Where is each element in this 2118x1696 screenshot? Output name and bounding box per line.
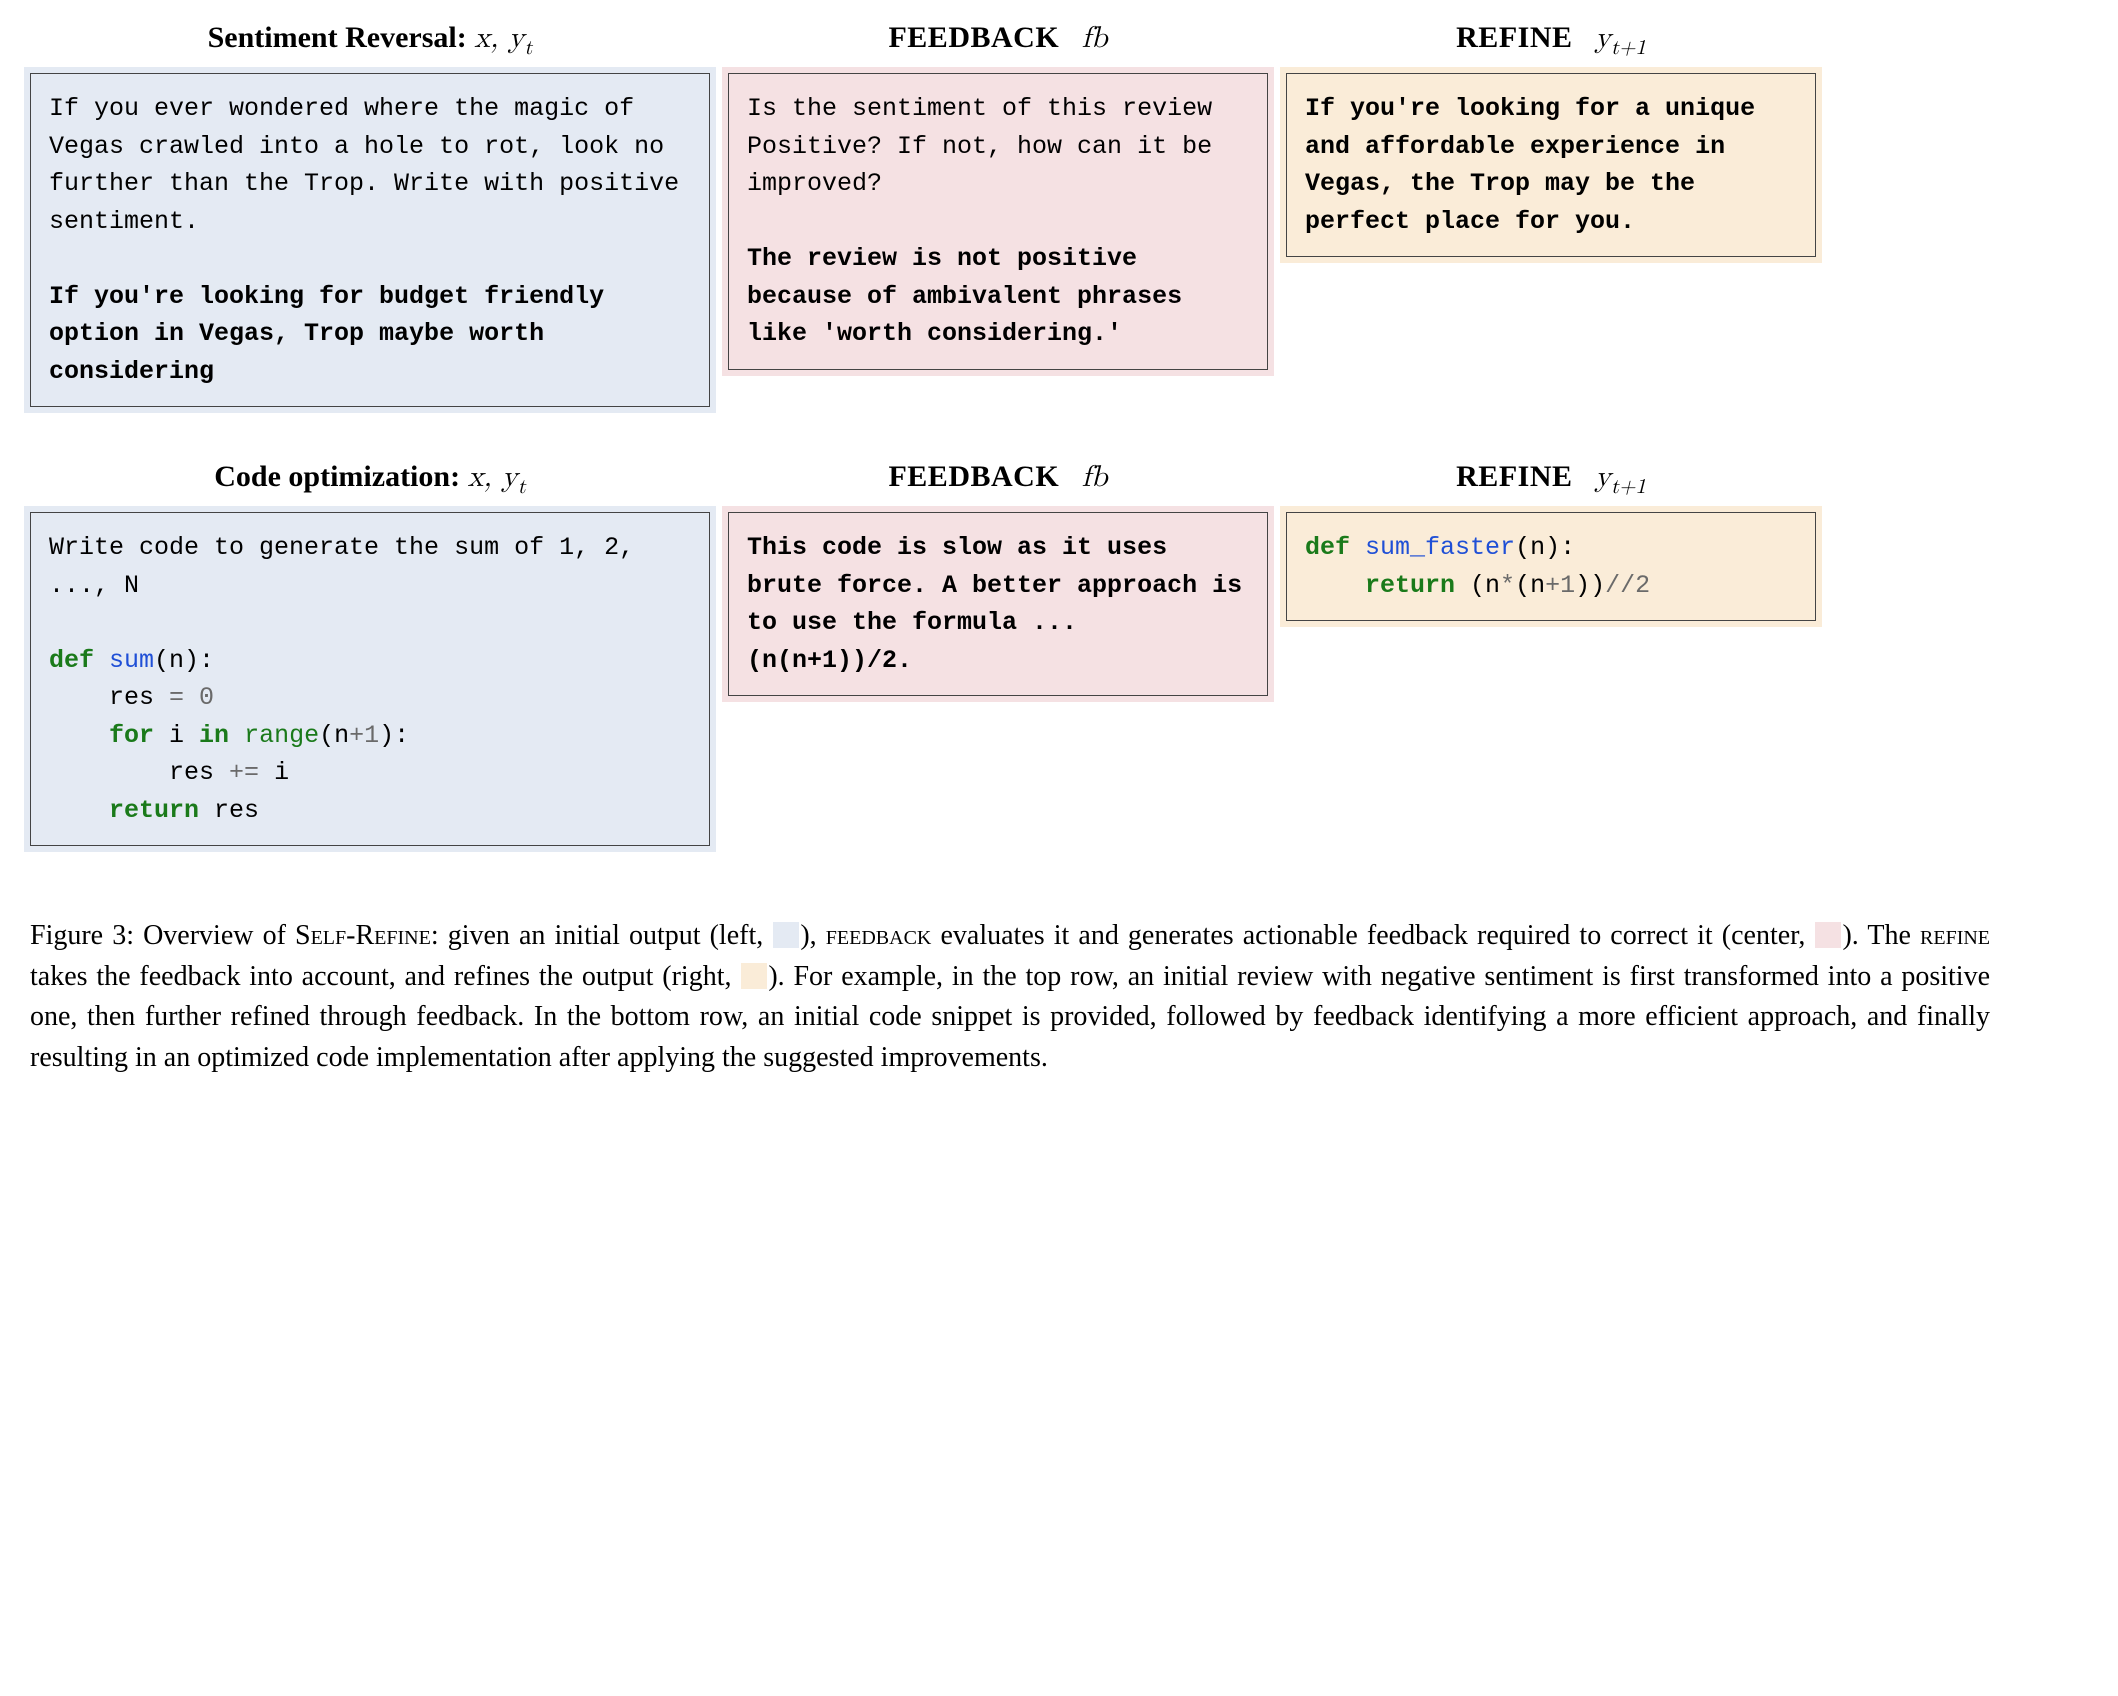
row2-panel-feedback: This code is slow as it uses brute force… — [728, 512, 1268, 696]
code-line-2: res = 0 — [109, 683, 214, 712]
refine-label-2: REFINE — [1456, 460, 1572, 493]
swatch-pink-icon — [1815, 922, 1841, 948]
figure-caption: Figure 3: Overview of Self-Refine: given… — [30, 916, 1990, 1078]
caption-prefix: Figure 3: Overview of — [30, 920, 295, 951]
header-left-label-2: Code optimization: — [214, 460, 460, 493]
row2-panel-input: Write code to generate the sum of 1, 2, … — [30, 512, 710, 846]
row1-panel-feedback: Is the sentiment of this review Positive… — [728, 73, 1268, 370]
code-line-1: def sum(n): — [49, 646, 214, 675]
row2-header-center: FEEDBACK fb — [728, 459, 1268, 495]
row1-input-bold: If you're looking for budget friendly op… — [49, 282, 619, 386]
caption-feedback: feedback — [826, 920, 932, 951]
caption-refine: refine — [1920, 920, 1990, 951]
feedback-math: fb — [1082, 23, 1108, 53]
refine-math: yt+1 — [1595, 23, 1646, 53]
caption-p3: evaluates it and generates actionable fe… — [931, 920, 1814, 951]
row2-panel-refine: def sum_faster(n): return (n*(n+1))//2 — [1286, 512, 1816, 621]
swatch-blue-icon — [773, 922, 799, 948]
row2-feedback-bold: This code is slow as it uses brute force… — [747, 533, 1257, 675]
feedback-math-2: fb — [1082, 462, 1108, 492]
row1-input-plain: If you ever wondered where the magic of … — [49, 94, 694, 236]
row1-feedback-bold: The review is not positive because of am… — [747, 244, 1197, 348]
row2-panels: Write code to generate the sum of 1, 2, … — [30, 512, 2088, 846]
row2-headers: Code optimization: x, yt FEEDBACK fb REF… — [30, 459, 2088, 500]
row1-header-center: FEEDBACK fb — [728, 20, 1268, 56]
header-left-math-2: x, yt — [468, 462, 526, 492]
caption-p1: : given an initial output (left, — [431, 920, 773, 951]
code2-line-2: return (n*(n+1))//2 — [1365, 571, 1650, 600]
row1-refine-bold: If you're looking for a unique and affor… — [1305, 94, 1770, 236]
refine-label: REFINE — [1456, 21, 1572, 54]
code-line-3: for i in range(n+1): — [109, 721, 409, 750]
header-left-math: x, yt — [474, 23, 532, 53]
header-left-label: Sentiment Reversal: — [208, 21, 467, 54]
row2-input-prompt: Write code to generate the sum of 1, 2, … — [49, 533, 649, 600]
caption-selfrefine: Self-Refine — [295, 920, 431, 951]
refine-math-2: yt+1 — [1595, 462, 1646, 492]
caption-p5: takes the feedback into account, and ref… — [30, 961, 740, 992]
row1-header-left: Sentiment Reversal: x, yt — [30, 20, 710, 61]
row2-header-left: Code optimization: x, yt — [30, 459, 710, 500]
row1-panel-refine: If you're looking for a unique and affor… — [1286, 73, 1816, 257]
caption-p2: ), — [800, 920, 825, 951]
row2-header-right: REFINE yt+1 — [1286, 459, 1816, 500]
code-line-5: return res — [109, 796, 259, 825]
row1-panels: If you ever wondered where the magic of … — [30, 73, 2088, 407]
feedback-label: FEEDBACK — [888, 21, 1059, 54]
row1-feedback-plain: Is the sentiment of this review Positive… — [747, 94, 1227, 198]
feedback-label-2: FEEDBACK — [888, 460, 1059, 493]
row1-headers: Sentiment Reversal: x, yt FEEDBACK fb RE… — [30, 20, 2088, 61]
code-line-4: res += i — [169, 758, 289, 787]
row1-header-right: REFINE yt+1 — [1286, 20, 1816, 61]
row1-panel-input: If you ever wondered where the magic of … — [30, 73, 710, 407]
code2-line-1: def sum_faster(n): — [1305, 533, 1575, 562]
swatch-orange-icon — [741, 963, 767, 989]
caption-p4: ). The — [1842, 920, 1920, 951]
